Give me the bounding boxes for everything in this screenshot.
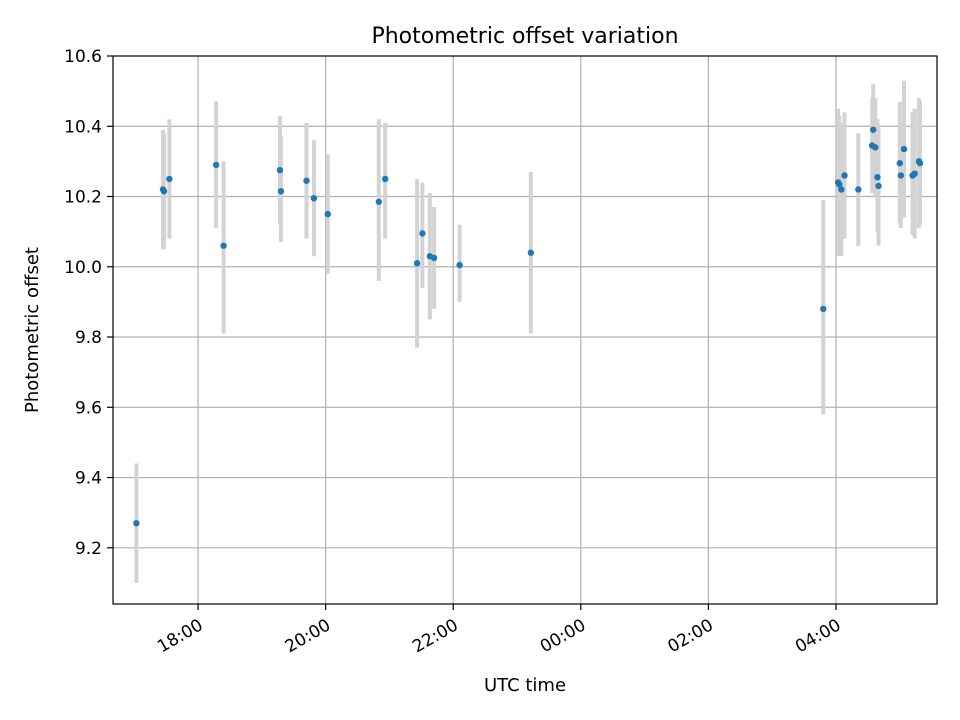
data-point bbox=[900, 145, 908, 153]
data-point bbox=[324, 210, 331, 218]
y-axis-label: Photometric offset bbox=[22, 247, 43, 413]
data-point bbox=[456, 261, 463, 269]
data-points bbox=[133, 126, 924, 527]
data-point bbox=[430, 254, 438, 262]
data-point bbox=[303, 177, 310, 184]
data-point bbox=[820, 305, 827, 313]
data-point bbox=[160, 188, 168, 195]
data-point bbox=[419, 230, 426, 237]
data-point bbox=[835, 181, 843, 188]
grid-lines bbox=[113, 56, 937, 604]
data-point bbox=[413, 260, 421, 267]
data-point bbox=[838, 186, 845, 193]
data-point bbox=[916, 159, 924, 167]
data-point bbox=[375, 198, 383, 205]
x-axis-label: UTC time bbox=[484, 675, 566, 696]
data-point bbox=[133, 520, 140, 527]
data-point bbox=[527, 249, 535, 256]
data-point bbox=[212, 161, 220, 169]
data-point bbox=[870, 126, 877, 133]
y-axis-ticks: 9.2 9.4 9.6 9.8 10.0 10.2 10.4 10.6 bbox=[64, 47, 113, 559]
y-tick-label: 10.0 bbox=[64, 258, 102, 278]
data-point bbox=[841, 172, 848, 179]
data-point bbox=[872, 144, 879, 151]
data-point bbox=[911, 170, 918, 177]
data-point bbox=[381, 175, 389, 183]
chart-title: Photometric offset variation bbox=[371, 24, 678, 49]
plot-frame bbox=[112, 55, 938, 605]
data-point bbox=[276, 166, 284, 174]
data-point bbox=[897, 172, 905, 179]
y-tick-label: 10.4 bbox=[64, 117, 102, 137]
data-point bbox=[875, 182, 882, 190]
data-point bbox=[310, 195, 318, 202]
data-point bbox=[896, 159, 903, 167]
data-point bbox=[874, 173, 881, 181]
y-tick-label: 9.4 bbox=[75, 469, 102, 489]
data-point bbox=[855, 186, 862, 193]
data-point bbox=[277, 188, 285, 195]
data-point bbox=[220, 242, 227, 249]
y-tick-label: 9.2 bbox=[75, 539, 102, 559]
data-point bbox=[166, 175, 173, 183]
y-tick-label: 9.8 bbox=[75, 328, 102, 348]
y-tick-label: 9.6 bbox=[75, 398, 102, 418]
y-tick-label: 10.6 bbox=[64, 47, 102, 67]
y-tick-label: 10.2 bbox=[64, 188, 102, 208]
